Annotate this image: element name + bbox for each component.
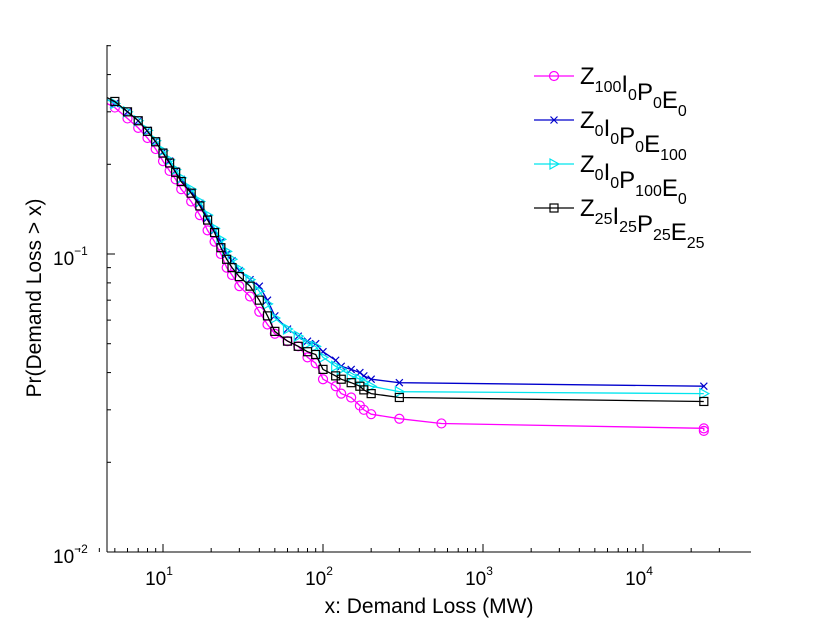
data-point [222,254,232,264]
legend-label: Z0I0P100E0 [580,151,687,208]
data-point [245,281,255,291]
x-tick-label: 101 [145,564,173,590]
data-point [262,311,273,321]
data-point [318,364,328,374]
data-point [158,148,168,158]
data-point [699,382,708,391]
data-point [234,263,246,276]
data-point [171,167,181,177]
legend-marker [549,157,561,171]
data-point [234,271,244,282]
legend: Z100I0P0E0Z0I0P0E100Z0I0P100E0Z25I25P25E… [534,63,705,252]
y-tick-label: 10−1 [53,244,88,270]
data-point [366,389,376,399]
data-point [270,326,280,336]
legend-entry: Z25I25P25E25 [534,195,705,252]
data-point [311,349,321,360]
data-point [331,360,342,373]
data-point [346,378,356,388]
data-point [254,285,266,298]
data-point [336,374,346,384]
data-point [302,337,314,350]
series-layer [75,85,711,436]
data-point [699,387,711,400]
data-point [216,243,226,253]
data-point [95,90,103,98]
data-point [317,374,329,385]
series-0 [75,87,709,436]
data-point [110,96,120,107]
data-point [76,87,83,94]
data-point [254,295,264,305]
data-point [209,227,220,238]
data-point [165,158,175,168]
legend-marker [548,70,560,82]
legend-label: Z25I25P25E25 [580,195,705,252]
series-3 [75,86,709,407]
data-point [203,215,213,225]
data-point [75,85,84,95]
data-point [151,137,161,147]
axes-layer: 101 102 103 104 10−1 10−2 [53,45,751,590]
legend-entry: Z0I0P100E0 [534,151,687,208]
data-point [293,341,303,351]
data-point [331,371,341,381]
data-point [227,253,239,266]
data-point [215,248,226,260]
data-point [142,126,153,136]
data-point [318,351,330,364]
data-point [95,91,104,101]
data-point [186,188,196,198]
data-point [176,184,187,195]
data-point [75,86,83,94]
data-point [395,378,404,387]
data-point [366,409,377,420]
data-point [122,107,133,117]
data-point [698,425,709,436]
data-point [346,392,357,403]
legend-marker [550,116,558,124]
data-point [436,418,447,429]
data-point [226,269,238,281]
data-point [75,87,84,96]
legend-label: Z100I0P0E0 [580,63,687,120]
legend-label: Z0I0P0E100 [580,107,687,164]
data-point [311,340,322,353]
data-point [195,201,205,211]
data-point [394,392,404,403]
data-point [282,336,293,346]
data-point [96,92,103,99]
data-point [95,95,104,104]
legend-entry: Z0I0P0E100 [534,107,687,164]
data-point [244,291,256,302]
data-point [699,396,709,407]
data-point [394,413,405,424]
data-point [176,176,186,187]
data-point [336,388,347,399]
data-point [282,323,294,336]
data-point [358,404,369,415]
data-point [270,311,282,324]
data-point [293,330,305,343]
x-tick-label: 102 [305,564,333,590]
data-point [227,263,237,273]
data-point [330,381,341,392]
data-point [394,385,406,398]
legend-entry: Z100I0P0E0 [534,63,687,120]
legend-marker [549,203,559,213]
series-line [107,102,705,431]
data-point [203,209,214,222]
x-tick-label: 103 [465,564,493,590]
data-point [133,116,143,126]
x-tick-label: 104 [625,564,653,590]
data-point [336,363,348,376]
data-point [202,225,213,236]
data-point [234,281,245,292]
y-tick-label: 10−2 [53,542,88,568]
plot-area [107,45,751,552]
data-point [698,423,709,434]
y-axis-title: Pr(Demand Loss > x) [23,199,46,398]
x-axis-title: x: Demand Loss (MW) [325,595,534,618]
